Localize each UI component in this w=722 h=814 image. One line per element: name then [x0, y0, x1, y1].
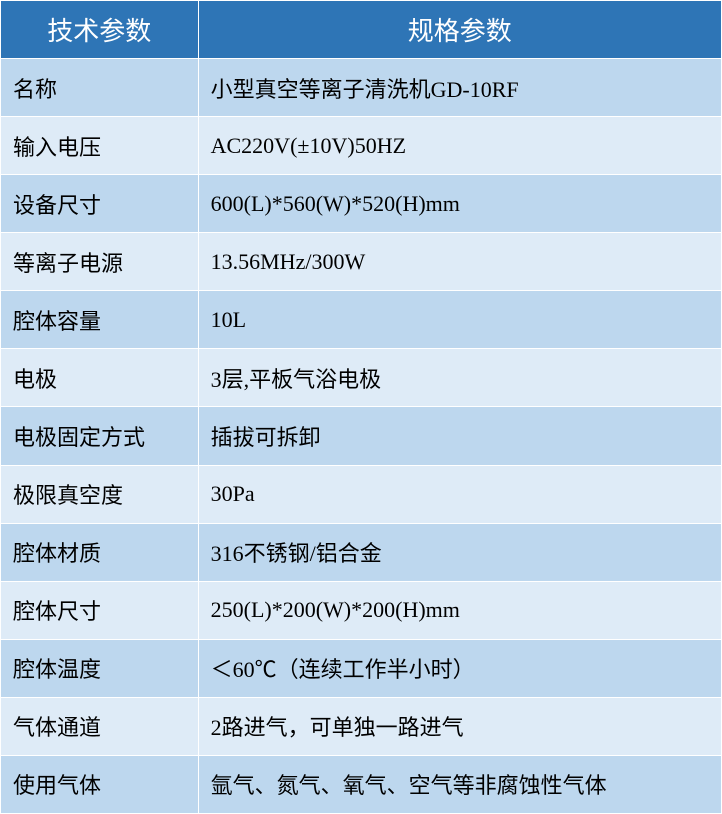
table-row: 腔体尺寸250(L)*200(W)*200(H)mm — [1, 581, 722, 639]
param-label-cell: 设备尺寸 — [1, 175, 199, 233]
header-cell-tech-param: 技术参数 — [1, 1, 199, 59]
param-value-cell: 316不锈钢/铝合金 — [198, 523, 721, 581]
table-row: 腔体容量10L — [1, 291, 722, 349]
param-label-cell: 气体通道 — [1, 697, 199, 755]
table-row: 极限真空度30Pa — [1, 465, 722, 523]
param-label-cell: 极限真空度 — [1, 465, 199, 523]
param-label-cell: 电极 — [1, 349, 199, 407]
param-label-cell: 腔体材质 — [1, 523, 199, 581]
param-label-cell: 使用气体 — [1, 755, 199, 813]
param-value-cell: 插拔可拆卸 — [198, 407, 721, 465]
param-label-cell: 腔体容量 — [1, 291, 199, 349]
table-row: 腔体材质316不锈钢/铝合金 — [1, 523, 722, 581]
param-label-cell: 腔体温度 — [1, 639, 199, 697]
param-value-cell: ＜60℃（连续工作半小时） — [198, 639, 721, 697]
table-row: 气体通道2路进气，可单独一路进气 — [1, 697, 722, 755]
param-value-cell: 10L — [198, 291, 721, 349]
table-row: 使用气体氩气、氮气、氧气、空气等非腐蚀性气体 — [1, 755, 722, 813]
param-value-cell: 3层,平板气浴电极 — [198, 349, 721, 407]
table-row: 设备尺寸600(L)*560(W)*520(H)mm — [1, 175, 722, 233]
param-label-cell: 输入电压 — [1, 117, 199, 175]
table-row: 等离子电源13.56MHz/300W — [1, 233, 722, 291]
table-row: 腔体温度＜60℃（连续工作半小时） — [1, 639, 722, 697]
param-value-cell: 小型真空等离子清洗机GD-10RF — [198, 59, 721, 117]
param-value-cell: AC220V(±10V)50HZ — [198, 117, 721, 175]
param-label-cell: 腔体尺寸 — [1, 581, 199, 639]
table-row: 电极固定方式插拔可拆卸 — [1, 407, 722, 465]
param-label-cell: 电极固定方式 — [1, 407, 199, 465]
param-value-cell: 13.56MHz/300W — [198, 233, 721, 291]
param-label-cell: 名称 — [1, 59, 199, 117]
param-value-cell: 30Pa — [198, 465, 721, 523]
param-value-cell: 2路进气，可单独一路进气 — [198, 697, 721, 755]
header-cell-spec-param: 规格参数 — [198, 1, 721, 59]
table-row: 名称小型真空等离子清洗机GD-10RF — [1, 59, 722, 117]
table-row: 电极3层,平板气浴电极 — [1, 349, 722, 407]
param-value-cell: 600(L)*560(W)*520(H)mm — [198, 175, 721, 233]
param-value-cell: 氩气、氮气、氧气、空气等非腐蚀性气体 — [198, 755, 721, 813]
spec-table: 技术参数 规格参数 名称小型真空等离子清洗机GD-10RF输入电压AC220V(… — [0, 0, 722, 814]
table-header-row: 技术参数 规格参数 — [1, 1, 722, 59]
param-label-cell: 等离子电源 — [1, 233, 199, 291]
param-value-cell: 250(L)*200(W)*200(H)mm — [198, 581, 721, 639]
table-row: 输入电压AC220V(±10V)50HZ — [1, 117, 722, 175]
